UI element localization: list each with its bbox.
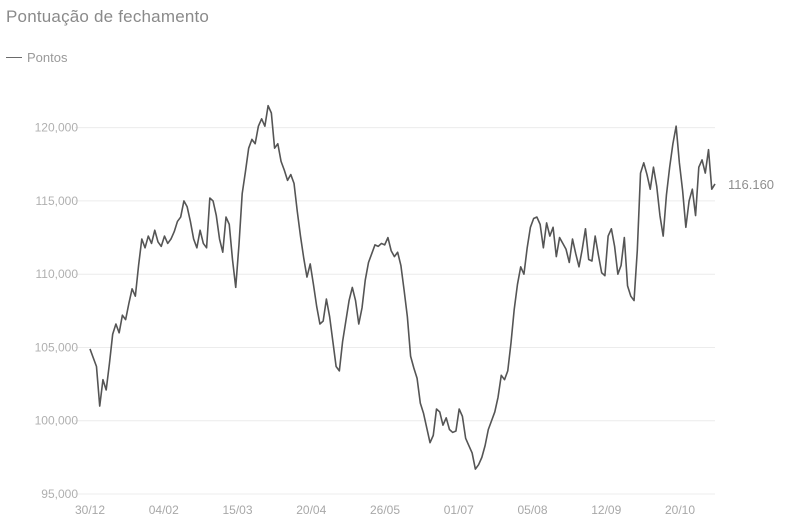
x-tick-label: 15/03: [222, 503, 252, 517]
y-tick-label: 110,000: [36, 267, 79, 281]
chart-title: Pontuação de fechamento: [6, 7, 210, 26]
x-tick-label: 30/12: [75, 503, 105, 517]
legend-label-pontos: Pontos: [27, 50, 68, 65]
x-tick-label: 12/09: [591, 503, 621, 517]
y-tick-label: 100,000: [35, 414, 79, 428]
y-tick-label: 95,000: [41, 487, 78, 501]
y-axis-ticks: 95,000 100,000 105,000 110,000 115,000 120,00…: [35, 121, 79, 501]
x-tick-label: 04/02: [149, 503, 179, 517]
x-tick-label: 20/10: [665, 503, 695, 517]
x-tick-label: 05/08: [517, 503, 547, 517]
y-tick-label: 115,000: [36, 194, 79, 208]
legend-swatch: [6, 57, 22, 58]
grid-lines: [75, 127, 715, 495]
series-line-pontos: [89, 104, 716, 470]
y-tick-label: 105,000: [35, 340, 79, 354]
x-tick-label: 20/04: [296, 503, 326, 517]
y-tick-label: 120,000: [35, 121, 79, 135]
x-tick-label: 01/07: [444, 503, 474, 517]
x-tick-label: 26/05: [370, 503, 400, 517]
legend[interactable]: Pontos: [6, 50, 67, 65]
x-axis-ticks: 30/12 04/02 15/03 20/04 26/05 01/07 05/08 12/09…: [75, 503, 695, 517]
last-value-label: 116.160: [728, 177, 774, 192]
